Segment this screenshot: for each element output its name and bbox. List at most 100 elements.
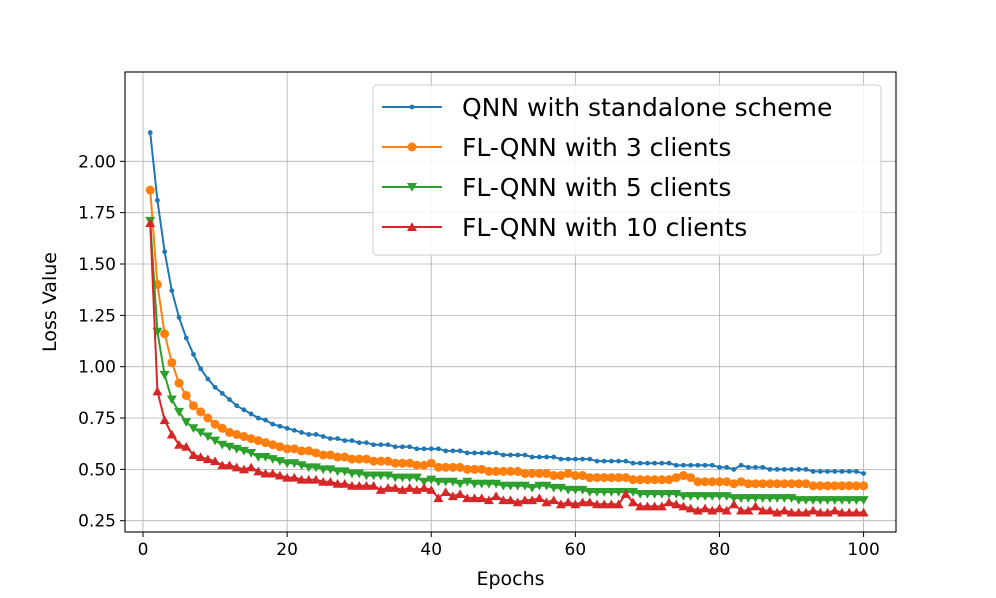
data-point [563, 485, 574, 495]
data-point [815, 507, 826, 517]
data-point [297, 446, 307, 456]
data-point [750, 479, 760, 489]
data-point [405, 458, 415, 468]
data-point [505, 481, 516, 491]
data-point [318, 476, 329, 486]
data-point [621, 473, 631, 483]
data-point [522, 452, 528, 458]
data-point [627, 497, 638, 507]
data-point [202, 432, 213, 442]
data-point [722, 477, 732, 487]
data-point [758, 479, 768, 489]
data-point [534, 493, 545, 503]
data-point [217, 460, 228, 470]
series-3 [145, 216, 869, 505]
y-tick-label: 2.00 [78, 152, 116, 172]
data-point [606, 473, 616, 483]
data-point [519, 495, 530, 505]
data-point [248, 411, 254, 417]
data-point [760, 464, 766, 470]
data-point [306, 432, 312, 437]
legend-item: FL-QNN with 10 clients [382, 213, 747, 242]
plot-series [145, 130, 869, 517]
data-point [304, 446, 314, 456]
data-point [601, 458, 607, 464]
data-point [534, 468, 544, 478]
data-point [825, 469, 830, 474]
data-point [736, 505, 747, 515]
data-point [166, 429, 177, 439]
data-point [332, 467, 343, 477]
data-point [246, 448, 257, 458]
data-point [275, 442, 285, 452]
data-point [296, 474, 307, 484]
data-point [635, 501, 646, 511]
series-2 [145, 185, 869, 491]
data-point [145, 185, 155, 195]
data-point [455, 479, 466, 489]
data-point [666, 460, 672, 466]
data-point [714, 503, 725, 513]
data-point [745, 464, 751, 470]
data-point [234, 403, 240, 409]
data-point [851, 481, 861, 491]
data-point [404, 483, 415, 492]
data-point [793, 496, 804, 505]
legend-label: FL-QNN with 5 clients [462, 173, 731, 202]
data-point [508, 452, 513, 458]
data-point [743, 479, 753, 489]
data-point [440, 477, 451, 487]
y-tick-label: 0.25 [78, 512, 116, 532]
data-point [829, 496, 840, 505]
data-point [728, 494, 739, 503]
data-point [361, 471, 372, 481]
data-point [815, 496, 826, 505]
data-point [483, 495, 494, 505]
data-point [299, 430, 304, 435]
data-point [464, 450, 470, 456]
data-point [378, 442, 384, 448]
data-point [591, 499, 602, 509]
data-point [191, 351, 196, 357]
data-point [678, 501, 689, 511]
data-point [800, 496, 811, 505]
data-point [202, 454, 213, 464]
data-point [584, 487, 595, 497]
data-point [484, 466, 494, 476]
data-point [483, 479, 494, 489]
x-tick-label: 0 [138, 540, 149, 560]
data-point [160, 329, 170, 339]
legend-label: FL-QNN with 3 clients [462, 133, 731, 162]
data-point [356, 440, 362, 446]
data-point [688, 462, 694, 468]
data-point [469, 464, 479, 474]
data-point [270, 421, 276, 427]
data-point [570, 471, 580, 481]
data-point [527, 483, 538, 493]
data-point [404, 473, 415, 483]
data-point [630, 460, 636, 466]
data-point [159, 370, 170, 380]
data-point [695, 462, 701, 468]
data-point [728, 499, 739, 509]
data-point [277, 423, 283, 429]
data-point [440, 487, 451, 496]
data-point [196, 407, 206, 417]
data-point [448, 462, 458, 472]
data-point [255, 415, 261, 421]
data-point [260, 468, 271, 478]
data-point [580, 456, 585, 462]
data-point [649, 490, 660, 499]
data-point [291, 427, 297, 433]
data-point [469, 493, 480, 503]
data-point [368, 471, 379, 481]
data-point [268, 440, 278, 450]
data-point [616, 458, 621, 464]
legend-swatch-marker [407, 183, 417, 192]
data-point [686, 473, 696, 483]
data-point [512, 481, 523, 491]
data-point [491, 491, 502, 501]
data-point [325, 450, 335, 460]
data-point [724, 464, 730, 470]
data-point [349, 438, 355, 444]
